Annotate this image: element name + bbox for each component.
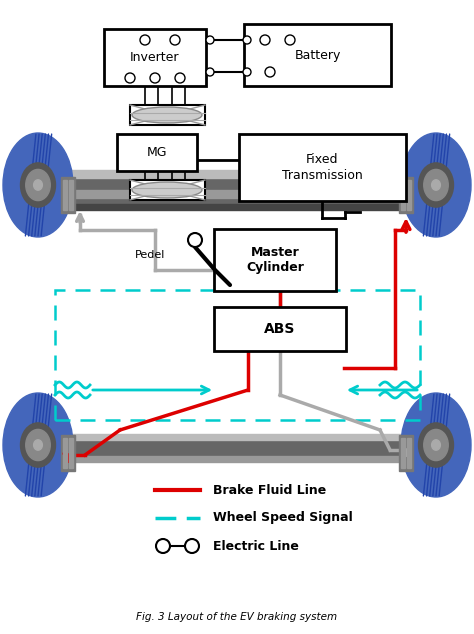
Ellipse shape [401,133,471,237]
Circle shape [175,73,185,83]
Ellipse shape [419,423,454,467]
Circle shape [260,35,270,45]
Text: Fixed
Transmission: Fixed Transmission [282,153,363,182]
Ellipse shape [132,182,202,198]
Bar [63,180,67,210]
Ellipse shape [20,163,55,207]
Circle shape [156,539,170,553]
Bar [399,435,413,471]
Ellipse shape [432,180,440,190]
Circle shape [185,539,199,553]
Bar [399,177,413,213]
Ellipse shape [401,393,471,497]
Bar [62,190,412,198]
Ellipse shape [3,133,73,237]
Circle shape [243,36,251,44]
Bar [62,434,412,440]
Text: Master
Cylinder: Master Cylinder [246,245,304,275]
Ellipse shape [432,440,440,450]
Bar [62,436,412,458]
Circle shape [285,35,295,45]
Bar [407,180,411,210]
Circle shape [206,36,214,44]
Bar [62,175,412,205]
Bar [69,438,73,468]
Bar [130,105,205,125]
Ellipse shape [132,107,202,123]
FancyBboxPatch shape [214,229,336,291]
Text: MG: MG [147,146,167,159]
FancyBboxPatch shape [117,134,197,171]
Text: Electric Line: Electric Line [213,540,299,552]
Bar [401,438,405,468]
Bar [401,180,405,210]
Bar [55,290,420,420]
Text: Battery: Battery [294,48,341,61]
Text: Inverter: Inverter [130,51,180,64]
FancyBboxPatch shape [239,134,406,201]
Circle shape [170,35,180,45]
Circle shape [188,233,202,247]
Ellipse shape [424,169,448,200]
Circle shape [206,68,214,76]
Bar [61,435,75,471]
Text: Fig. 3 Layout of the EV braking system: Fig. 3 Layout of the EV braking system [137,612,337,622]
Bar [62,204,412,210]
Text: Brake Fluid Line: Brake Fluid Line [213,484,326,496]
Ellipse shape [26,429,50,460]
Circle shape [125,73,135,83]
Text: Pedel: Pedel [135,250,165,260]
Circle shape [150,73,160,83]
FancyBboxPatch shape [104,29,206,86]
FancyBboxPatch shape [214,307,346,351]
Bar [130,180,205,200]
Bar [62,456,412,462]
Bar [69,180,73,210]
Ellipse shape [3,393,73,497]
Ellipse shape [424,429,448,460]
Ellipse shape [34,440,42,450]
Circle shape [243,68,251,76]
Ellipse shape [20,423,55,467]
FancyBboxPatch shape [244,24,391,86]
Text: ABS: ABS [264,322,296,336]
Bar [407,438,411,468]
Circle shape [140,35,150,45]
Bar [63,438,67,468]
Bar [62,170,412,178]
Ellipse shape [419,163,454,207]
Circle shape [265,67,275,77]
Bar [61,177,75,213]
Ellipse shape [34,180,42,190]
Ellipse shape [26,169,50,200]
Text: Wheel Speed Signal: Wheel Speed Signal [213,512,353,524]
